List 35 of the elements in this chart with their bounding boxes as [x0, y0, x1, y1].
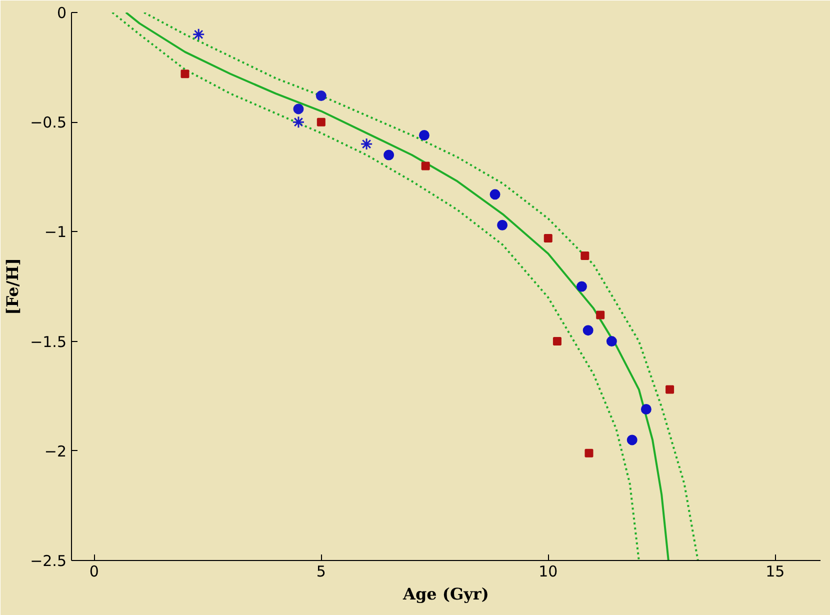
point — [596, 310, 605, 320]
point — [490, 189, 500, 200]
point — [360, 138, 373, 150]
point — [576, 281, 587, 292]
point — [584, 448, 594, 458]
point — [421, 162, 430, 170]
y-tick-label: −0.5 — [30, 114, 67, 132]
x-tick-label: 10 — [538, 562, 558, 580]
point — [180, 70, 190, 78]
y-tick-label: −1.5 — [30, 332, 67, 351]
point — [292, 116, 305, 128]
point — [582, 325, 594, 336]
x-tick-label: 15 — [766, 562, 785, 580]
y-tick-label: 0 — [56, 4, 67, 22]
point — [497, 220, 508, 230]
x-tick-label: 0 — [89, 562, 99, 580]
x-axis-title: Age (Gyr) — [402, 584, 489, 604]
y-tick-label: −2.5 — [30, 552, 67, 570]
point — [580, 252, 590, 260]
point — [626, 434, 638, 446]
point — [192, 28, 205, 41]
point — [316, 90, 326, 102]
point — [544, 234, 552, 243]
y-tick-label: −1 — [44, 223, 67, 242]
point — [293, 104, 304, 114]
x-tick-label: 5 — [316, 562, 326, 580]
point — [666, 385, 674, 394]
point — [384, 150, 394, 160]
point — [418, 130, 430, 140]
y-tick-label: −2 — [44, 442, 67, 460]
point — [316, 118, 326, 126]
point — [552, 337, 562, 346]
point — [606, 336, 617, 347]
y-axis-title: [Fe/H] — [3, 258, 22, 315]
point — [640, 404, 652, 414]
